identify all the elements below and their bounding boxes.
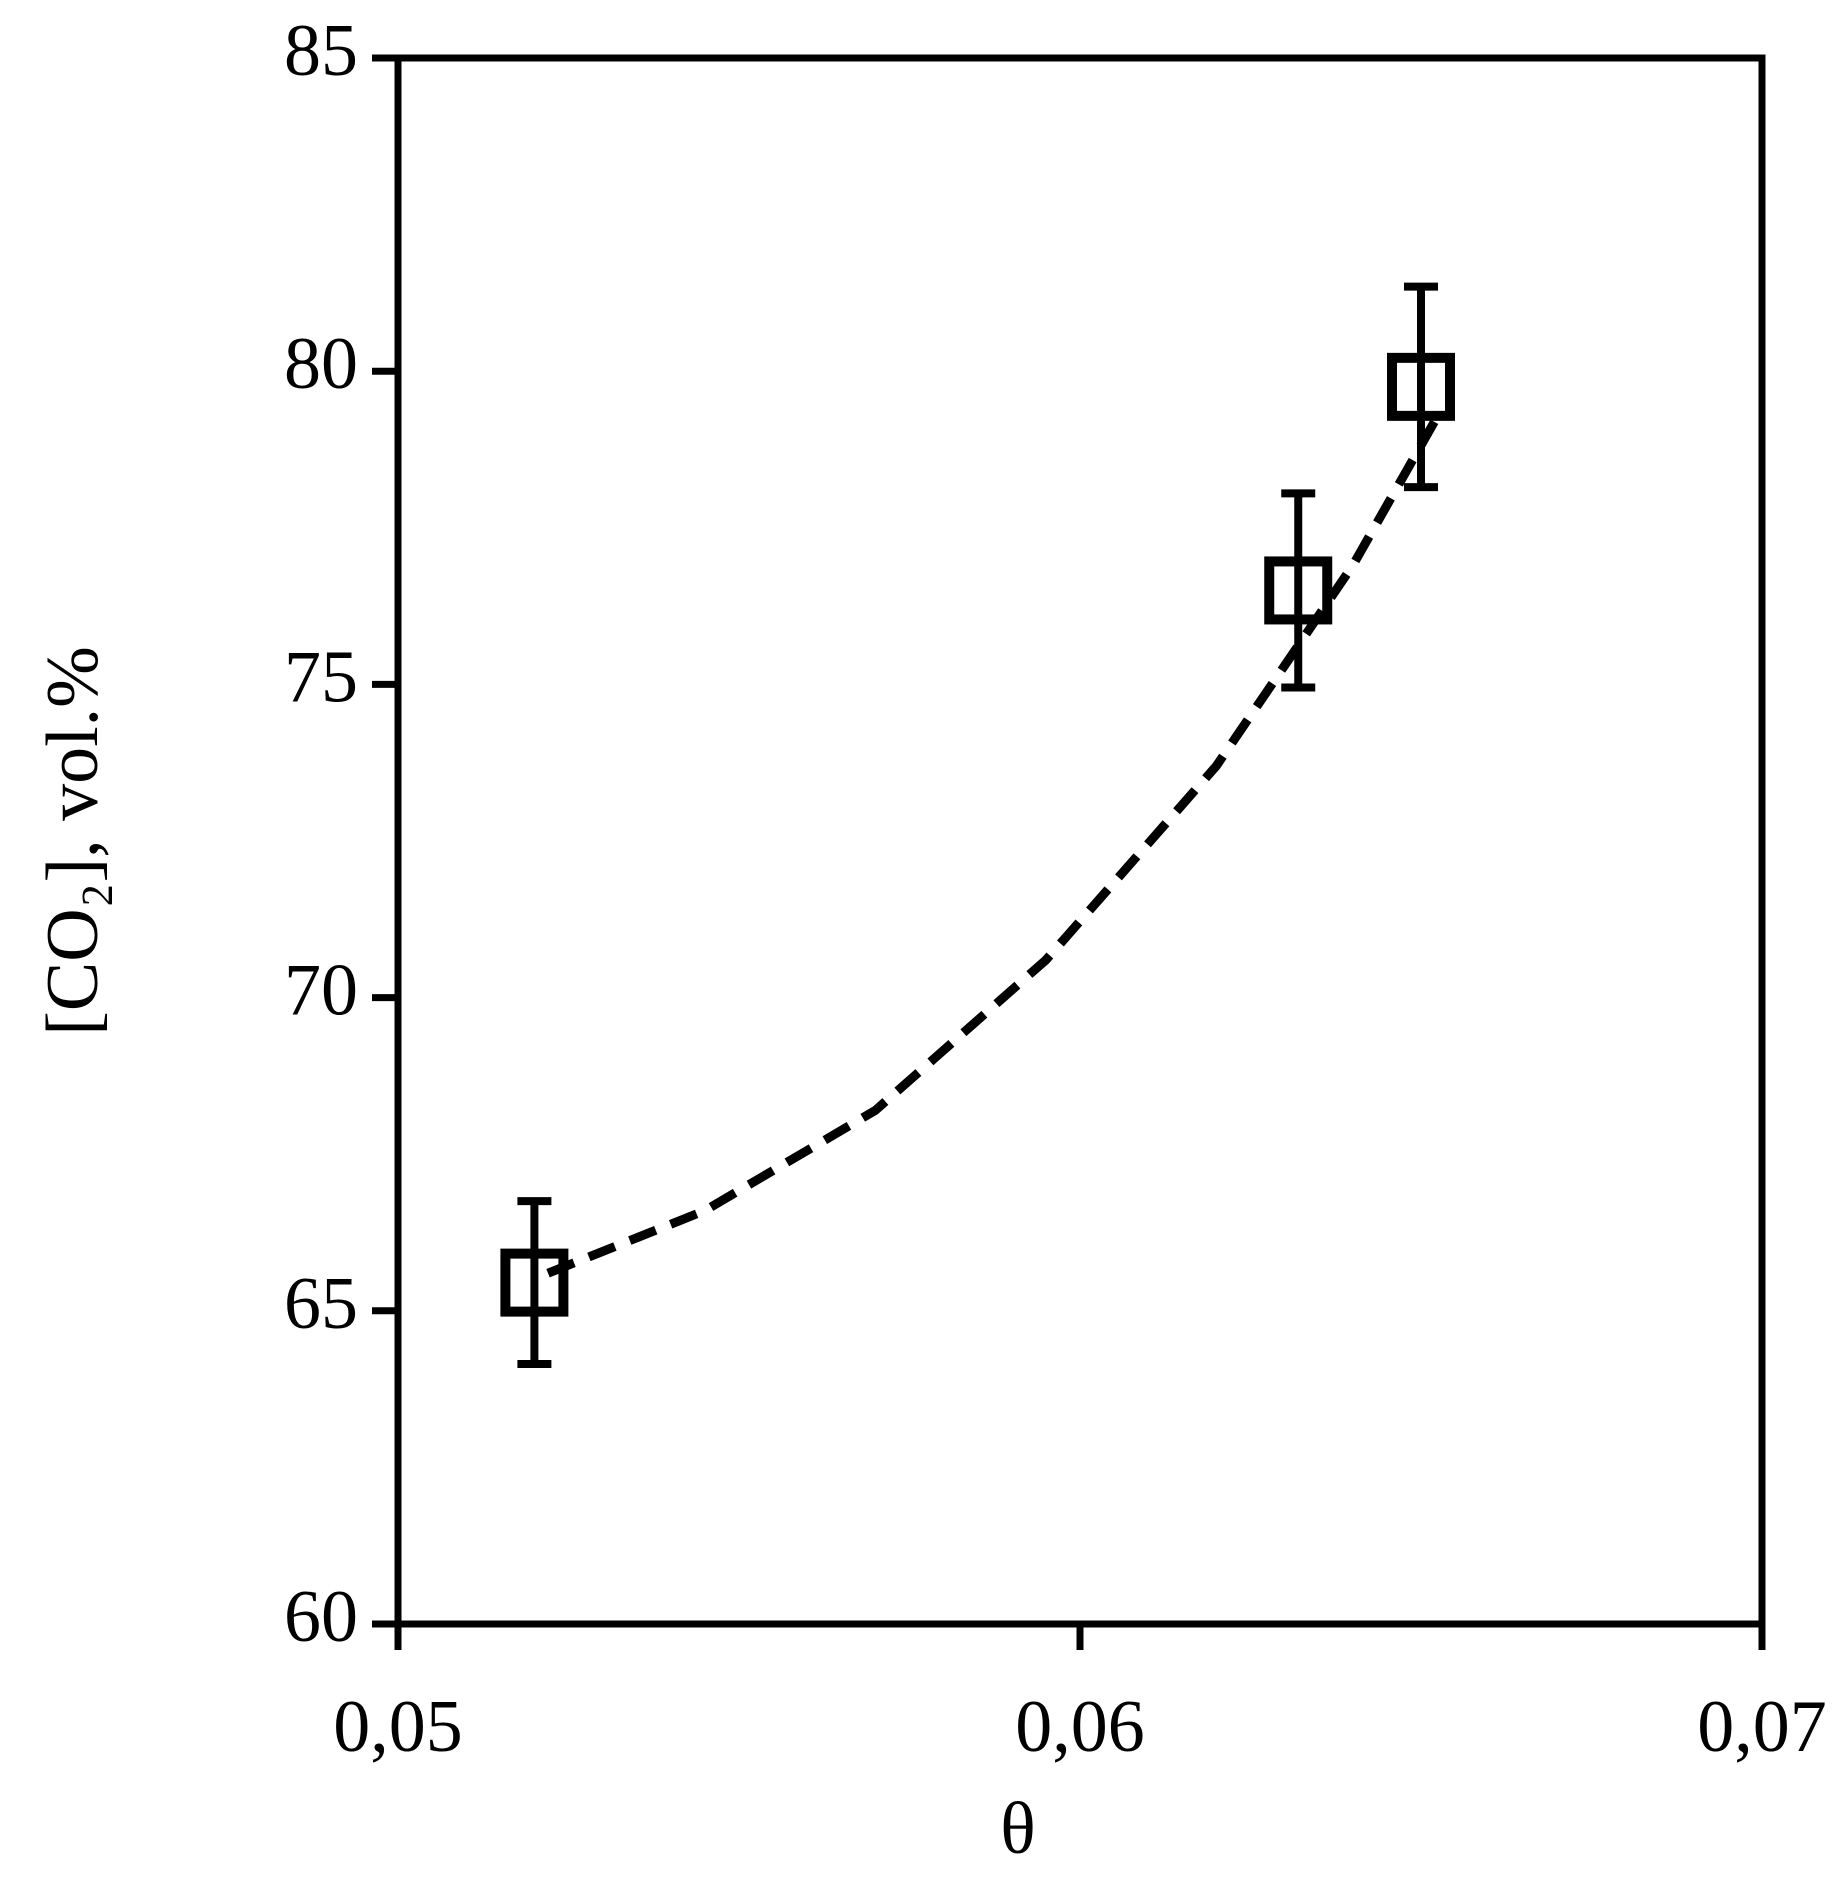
y-axis-label: [CO₂], vol.% — [32, 646, 114, 1036]
plot-frame — [394, 54, 1766, 1628]
y-tick-label: 85 — [284, 10, 358, 92]
x-axis-label: θ — [1000, 1788, 1035, 1870]
y-tick-label: 65 — [284, 1263, 358, 1345]
x-tick-label: 0,07 — [1697, 1686, 1827, 1768]
y-tick-label: 70 — [284, 950, 358, 1032]
marker — [500, 1248, 569, 1317]
y-tick-label: 80 — [284, 323, 358, 405]
marker — [1264, 556, 1333, 625]
fit-line — [546, 419, 1439, 1278]
x-tick-label: 0,05 — [333, 1686, 463, 1768]
x-tick-label: 0,06 — [1015, 1686, 1145, 1768]
y-tick-label: 60 — [284, 1576, 358, 1658]
marker — [1387, 352, 1455, 421]
y-tick-label: 75 — [284, 636, 358, 718]
